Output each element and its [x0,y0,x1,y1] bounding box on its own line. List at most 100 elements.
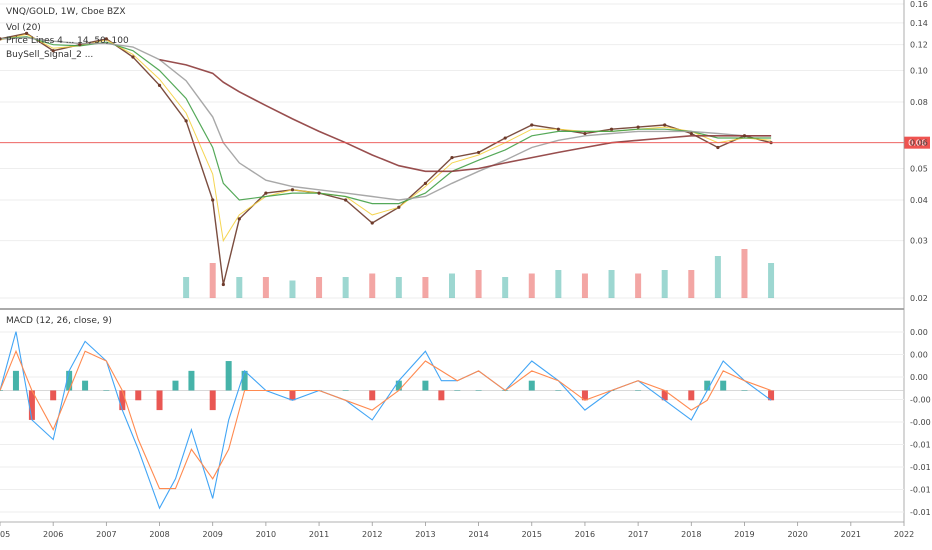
macd-y-axis: 0.00 0.00 0.00 -0.00 -0.00 -0.01 -0.01 -0.01 -0.… [910,328,931,517]
macd-histogram-bar [0,390,3,391]
volume-bar [581,273,588,298]
x-tick-label: 2009 [203,530,223,539]
x-tick-label: 2012 [362,530,382,539]
macd-histogram-bar [82,380,89,391]
volume-bar [369,273,376,298]
price-y-tick-label: 0.06 [910,139,928,148]
price-point [450,155,454,160]
price-point [104,37,108,41]
macd-histogram-bar [422,380,429,391]
macd-y-tick-label: -0.01 [910,463,931,472]
x-tick-label: 2008 [149,530,169,539]
macd-histogram-bar [438,390,445,401]
price-y-tick-label: 0.04 [910,196,928,205]
price-y-tick-label: 0.05 [910,164,928,173]
macd-histogram-bar [342,390,349,391]
volume-bar [528,273,535,298]
macd-histogram-bar [172,380,179,391]
price-point [663,123,667,127]
price-series-line [0,37,772,201]
volume-bar [236,277,243,298]
x-tick-label: 2016 [575,530,595,539]
x-tick-label: 2005 [0,530,10,539]
price-point [689,131,693,136]
x-axis: 2005 2006 2007 2008 2009 2010 2011 2012 2013 2014… [0,522,914,539]
price-point [636,125,640,129]
price-point [423,181,428,185]
x-tick-label: 2017 [628,530,648,539]
macd-signal-line [0,349,772,490]
macd-pane: 0.00 0.00 0.00 -0.00 -0.00 -0.01 -0.01 -0.01 -0.… [0,316,931,517]
volume-bar [661,270,668,298]
price-point [78,43,82,47]
volume-bar [395,277,402,298]
price-point [184,119,188,123]
macd-histogram [0,361,775,420]
volume-bar [768,263,775,298]
macd-histogram-bar [768,390,775,401]
price-point [716,145,720,150]
x-tick-label: 2021 [841,530,861,539]
price-point [157,83,162,87]
x-tick-label: 2013 [415,530,435,539]
volume-bar [422,277,429,298]
price-point [317,191,321,195]
macd-histogram-bar [209,390,216,411]
x-tick-label: 2007 [96,530,116,539]
volume-bar [555,270,562,298]
price-y-tick-label: 0.16 [910,0,928,9]
macd-y-tick-label: -0.01 [910,441,931,450]
x-tick-label: 2011 [309,530,329,539]
price-point [742,134,747,138]
macd-histogram-bar [528,380,535,391]
macd-y-tick-label: -0.00 [910,396,931,405]
volume-bar [688,270,695,298]
volume-bar [741,249,748,298]
macd-histogram-bar [704,380,711,391]
macd-histogram-bar [50,390,57,401]
macd-y-tick-label: -0.00 [910,418,931,427]
price-pane: 0.06 0.16 0.14 0.12 0.10 0.08 0.06 0.05 0.04 0.0… [0,0,930,303]
volume-bar [183,277,190,298]
macd-histogram-bar [103,390,110,391]
price-point [24,31,29,35]
macd-histogram-bar [241,370,248,391]
x-tick-label: 2015 [522,530,542,539]
price-y-tick-label: 0.03 [910,237,928,246]
volume-bar [342,277,349,298]
macd-histogram-bar [369,390,376,401]
x-tick-label: 2014 [468,530,488,539]
macd-histogram-bar [66,370,73,391]
macd-histogram-bar [12,370,19,391]
x-tick-label: 2020 [787,530,807,539]
x-tick-label: 2022 [894,530,914,539]
x-tick-label: 2006 [43,530,63,539]
price-point [290,188,295,192]
volume-bar [714,256,721,298]
price-point [344,198,348,202]
price-y-axis: 0.16 0.14 0.12 0.10 0.08 0.06 0.05 0.04 0.03 0.02 [910,0,928,303]
price-series-line [0,36,772,205]
volume-bar [289,280,296,298]
volume-bar [316,277,323,298]
price-point [583,131,587,136]
price-y-tick-label: 0.02 [910,294,928,303]
volume-bar [502,277,509,298]
macd-histogram-bar [119,390,126,411]
price-marker-label: 0.06 [908,139,926,148]
price-point [221,282,225,287]
volume-bar [608,270,615,298]
macd-histogram-bar [188,370,195,391]
price-point [530,123,534,127]
price-y-tick-label: 0.14 [910,19,928,28]
x-tick-label: 2018 [681,530,701,539]
price-point [609,127,614,131]
macd-y-tick-label: 0.00 [910,351,928,360]
price-lines [0,31,773,287]
price-point [370,221,374,225]
volume-bar [449,273,455,298]
price-point [264,191,268,195]
price-point [503,136,507,140]
macd-label: MACD (12, 26, close, 9) [6,316,112,326]
